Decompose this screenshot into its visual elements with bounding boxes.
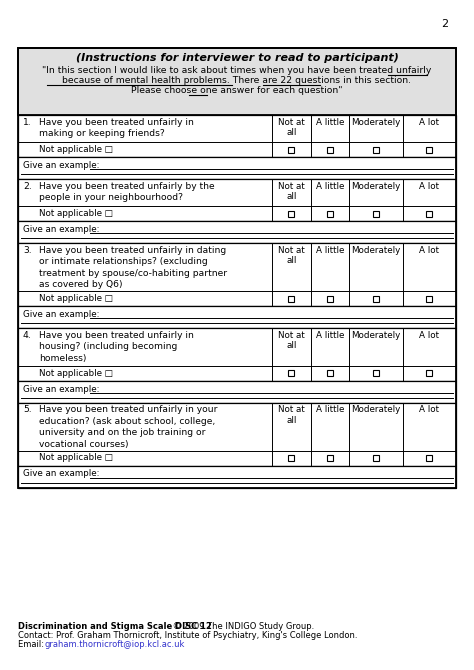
Text: A little: A little [316, 182, 344, 191]
Text: Give an example:: Give an example: [23, 470, 100, 478]
Bar [427, 210, 432, 216]
Text: 3.: 3. [23, 246, 32, 255]
Text: 2.: 2. [23, 182, 32, 191]
Text: Have you been treated unfairly by the
people in your neighbourhood?: Have you been treated unfairly by the pe… [39, 182, 215, 202]
Text: © 2009 The INDIGO Study Group.: © 2009 The INDIGO Study Group. [170, 622, 314, 631]
Bar [18, 115, 456, 157]
Text: Contact: Prof. Graham Thornicroft, Institute of Psychiatry, King's College Londo: Contact: Prof. Graham Thornicroft, Insti… [18, 631, 357, 640]
Text: Email:: Email: [18, 640, 46, 649]
Text: Not applicable □: Not applicable □ [39, 294, 113, 303]
Text: A lot: A lot [419, 405, 439, 415]
Text: Not at
all: Not at all [278, 182, 305, 202]
Text: Not at
all: Not at all [278, 118, 305, 137]
Bar [18, 221, 456, 243]
Bar [289, 370, 294, 376]
Text: A lot: A lot [419, 331, 439, 340]
Text: Not applicable □: Not applicable □ [39, 209, 113, 218]
Bar [427, 295, 432, 302]
Text: Discrimination and Stigma Scale DISC 12: Discrimination and Stigma Scale DISC 12 [18, 622, 212, 631]
Text: Moderately: Moderately [351, 182, 401, 191]
Bar [373, 455, 379, 461]
Bar [327, 295, 333, 302]
Bar [373, 370, 379, 376]
Text: Give an example:: Give an example: [23, 225, 100, 234]
Text: Not applicable □: Not applicable □ [39, 454, 113, 462]
Text: 5.: 5. [23, 405, 32, 415]
Text: Have you been treated unfairly in your
education? (ask about school, college,
un: Have you been treated unfairly in your e… [39, 405, 218, 449]
Bar [18, 328, 456, 381]
Text: 4.: 4. [23, 331, 32, 340]
Text: A little: A little [316, 118, 344, 127]
Text: Have you been treated unfairly in
making or keeping friends?: Have you been treated unfairly in making… [39, 118, 194, 139]
Text: Please choose one answer for each question": Please choose one answer for each questi… [131, 86, 343, 95]
Text: Not applicable □: Not applicable □ [39, 145, 113, 154]
Text: Have you been treated unfairly in
housing? (including becoming
homeless): Have you been treated unfairly in housin… [39, 331, 194, 363]
Bar [18, 48, 456, 488]
Bar [327, 147, 333, 153]
Text: A lot: A lot [419, 118, 439, 127]
Text: A lot: A lot [419, 182, 439, 191]
Bar [327, 455, 333, 461]
Bar [18, 381, 456, 403]
Bar [373, 147, 379, 153]
Text: Give an example:: Give an example: [23, 385, 100, 393]
Text: Moderately: Moderately [351, 331, 401, 340]
Bar [18, 48, 456, 115]
Bar [18, 403, 456, 466]
Bar [327, 370, 333, 376]
Bar [289, 147, 294, 153]
Bar [18, 306, 456, 328]
Bar [373, 210, 379, 216]
Bar [289, 210, 294, 216]
Text: Give an example:: Give an example: [23, 161, 100, 170]
Text: Give an example:: Give an example: [23, 310, 100, 319]
Text: "In this section I would like to ask about times when you have been treated unfa: "In this section I would like to ask abo… [42, 66, 432, 75]
Text: graham.thornicroft@iop.kcl.ac.uk: graham.thornicroft@iop.kcl.ac.uk [45, 640, 185, 649]
Text: Moderately: Moderately [351, 405, 401, 415]
Text: Have you been treated unfairly in dating
or intimate relationships? (excluding
t: Have you been treated unfairly in dating… [39, 246, 227, 289]
Text: Not applicable □: Not applicable □ [39, 369, 113, 377]
Bar [427, 370, 432, 376]
Text: Not at
all: Not at all [278, 331, 305, 350]
Text: A little: A little [316, 246, 344, 255]
Bar [373, 295, 379, 302]
Text: Not at
all: Not at all [278, 405, 305, 425]
Text: A little: A little [316, 405, 344, 415]
Text: because of mental health problems. There are 22 questions in this section.: because of mental health problems. There… [63, 76, 411, 85]
Text: Not at
all: Not at all [278, 246, 305, 265]
Bar [427, 455, 432, 461]
Bar [18, 466, 456, 488]
Bar [289, 295, 294, 302]
Bar [18, 179, 456, 221]
Text: 2: 2 [441, 19, 448, 29]
Text: A lot: A lot [419, 246, 439, 255]
Bar [18, 157, 456, 179]
Bar [18, 243, 456, 306]
Bar [327, 210, 333, 216]
Bar [427, 147, 432, 153]
Text: A little: A little [316, 331, 344, 340]
Text: 1.: 1. [23, 118, 32, 127]
Bar [289, 455, 294, 461]
Text: Moderately: Moderately [351, 118, 401, 127]
Text: (Instructions for interviewer to read to participant): (Instructions for interviewer to read to… [75, 53, 399, 63]
Text: Moderately: Moderately [351, 246, 401, 255]
